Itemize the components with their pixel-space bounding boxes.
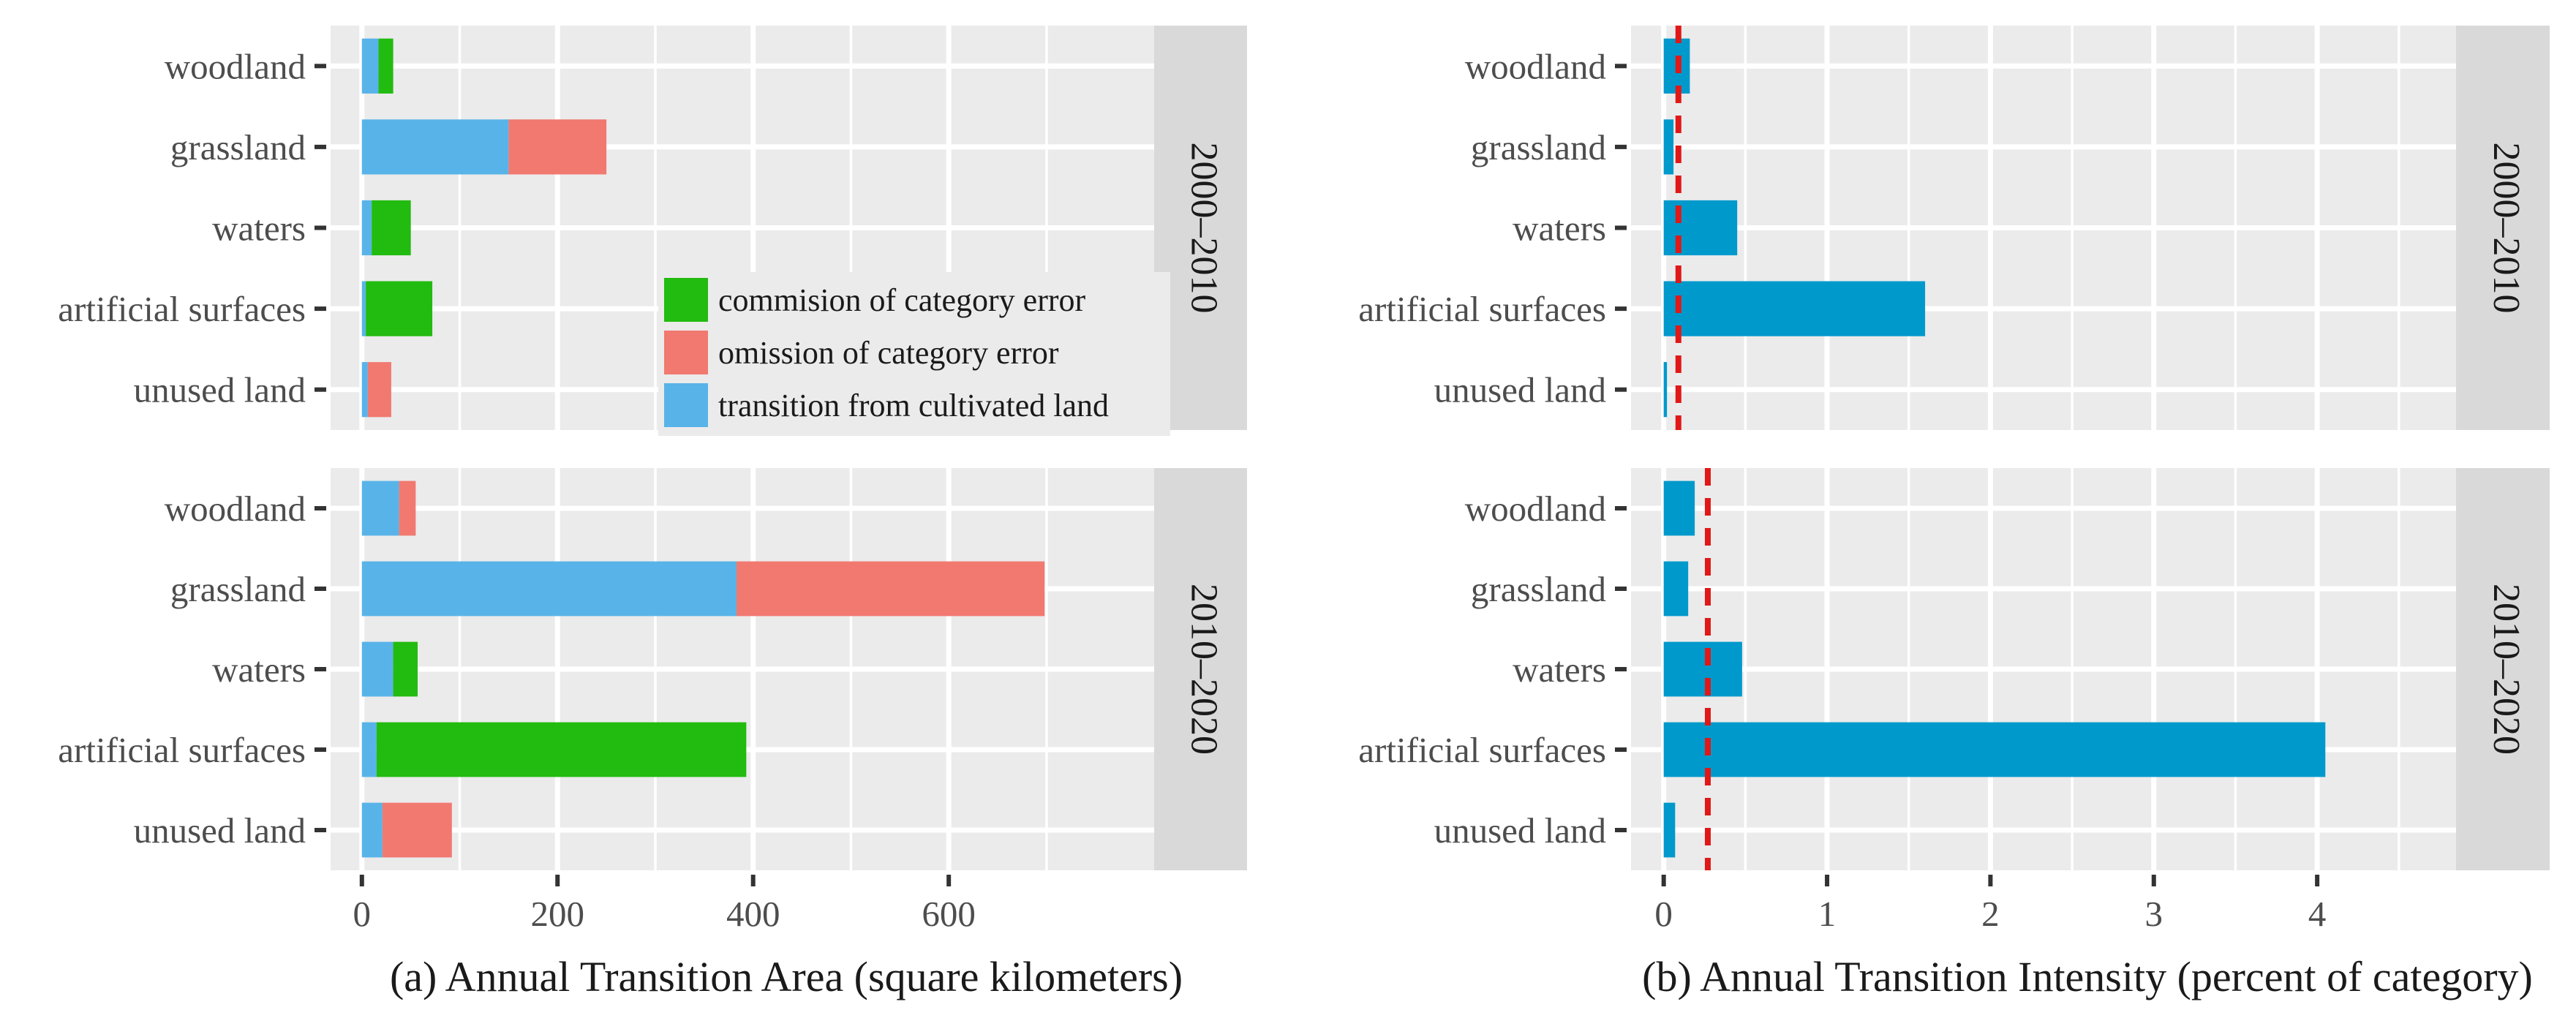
chart2-panel-2010-2020-strip xyxy=(2456,468,2550,870)
bar-transition-waters xyxy=(361,200,372,256)
y-tick-label-unused-land: unused land xyxy=(1434,810,1606,851)
bar-waters xyxy=(1663,200,1738,256)
bar-omission-grassland xyxy=(508,119,607,175)
bar-commission-waters xyxy=(372,200,411,256)
bar-artificial-surfaces xyxy=(1663,722,2326,777)
bar-waters xyxy=(1663,641,1742,697)
legend-label-transition-from-cultivated-land: transition from cultivated land xyxy=(718,388,1109,423)
strip-label-2010-2020: 2010–2020 xyxy=(2485,584,2527,755)
bar-transition-unused-land xyxy=(361,802,383,858)
bar-omission-unused-land xyxy=(382,802,452,858)
bar-commission-artificial-surfaces xyxy=(376,722,747,777)
strip-label-2000-2010: 2000–2010 xyxy=(1183,143,1225,314)
y-tick-label-waters: waters xyxy=(212,208,306,249)
x-tick-label-2: 2 xyxy=(1981,894,2000,934)
bar-commission-waters xyxy=(393,641,418,697)
bar-transition-waters xyxy=(361,641,393,697)
bar-grassland xyxy=(1663,119,1674,175)
legend-label-omission-of-category-error: omission of category error xyxy=(718,335,1059,371)
y-tick-label-artificial-surfaces: artificial surfaces xyxy=(58,730,306,770)
legend-swatch-transition-from-cultivated-land xyxy=(664,383,708,427)
x-tick-label-4: 4 xyxy=(2308,894,2327,934)
strip-label-2000-2010: 2000–2010 xyxy=(2485,143,2527,314)
y-tick-label-unused-land: unused land xyxy=(134,370,306,410)
y-tick-label-artificial-surfaces: artificial surfaces xyxy=(1358,730,1606,770)
bar-commission-artificial-surfaces xyxy=(366,281,433,336)
y-tick-label-woodland: woodland xyxy=(165,489,306,529)
y-tick-label-grassland: grassland xyxy=(1471,127,1606,167)
legend-swatch-omission-of-category-error xyxy=(664,331,708,374)
bar-transition-artificial-surfaces xyxy=(361,722,377,777)
chart1-panel-2010-2020-strip xyxy=(1154,468,1247,870)
y-tick-label-woodland: woodland xyxy=(1465,46,1606,86)
x-axis-title: (a) Annual Transition Area (square kilom… xyxy=(390,953,1183,1000)
bar-transition-woodland xyxy=(361,480,399,536)
bar-artificial-surfaces xyxy=(1663,281,1926,336)
y-tick-label-artificial-surfaces: artificial surfaces xyxy=(1358,289,1606,329)
bar-woodland xyxy=(1663,480,1695,536)
y-tick-label-woodland: woodland xyxy=(165,46,306,86)
y-tick-label-unused-land: unused land xyxy=(134,810,306,851)
bar-transition-grassland xyxy=(361,119,509,175)
bar-unused-land xyxy=(1663,362,1668,418)
strip-label-2010-2020: 2010–2020 xyxy=(1183,584,1225,755)
y-tick-label-grassland: grassland xyxy=(170,569,306,609)
bar-transition-unused-land xyxy=(361,362,368,418)
x-tick-label-3: 3 xyxy=(2145,894,2163,934)
y-tick-label-waters: waters xyxy=(212,649,306,690)
y-tick-label-waters: waters xyxy=(1513,649,1606,690)
bar-grassland xyxy=(1663,561,1689,617)
x-axis-title: (b) Annual Transition Intensity (percent… xyxy=(1642,953,2533,1000)
x-tick-label-400: 400 xyxy=(726,894,780,934)
y-tick-label-grassland: grassland xyxy=(1471,569,1606,609)
x-tick-label-1: 1 xyxy=(1818,894,1837,934)
x-tick-label-600: 600 xyxy=(922,894,976,934)
bar-transition-artificial-surfaces xyxy=(361,281,366,336)
legend-background xyxy=(658,272,1170,436)
x-tick-label-200: 200 xyxy=(531,894,585,934)
y-tick-label-waters: waters xyxy=(1513,208,1606,249)
chart2-panel-2000-2010-strip xyxy=(2456,26,2550,430)
bar-omission-woodland xyxy=(399,480,416,536)
x-tick-label-0: 0 xyxy=(353,894,372,934)
bar-omission-grassland xyxy=(736,561,1045,617)
x-tick-label-0: 0 xyxy=(1654,894,1673,934)
bar-transition-grassland xyxy=(361,561,737,617)
y-tick-label-artificial-surfaces: artificial surfaces xyxy=(58,289,306,329)
legend-label-commision-of-category-error: commision of category error xyxy=(718,282,1086,318)
bar-transition-woodland xyxy=(361,38,379,94)
bar-unused-land xyxy=(1663,802,1676,858)
legend-swatch-commision-of-category-error xyxy=(664,278,708,322)
y-tick-label-grassland: grassland xyxy=(170,127,306,167)
y-tick-label-woodland: woodland xyxy=(1465,489,1606,529)
y-tick-label-unused-land: unused land xyxy=(1434,370,1606,410)
bar-commission-woodland xyxy=(378,38,393,94)
bar-omission-unused-land xyxy=(367,362,391,418)
